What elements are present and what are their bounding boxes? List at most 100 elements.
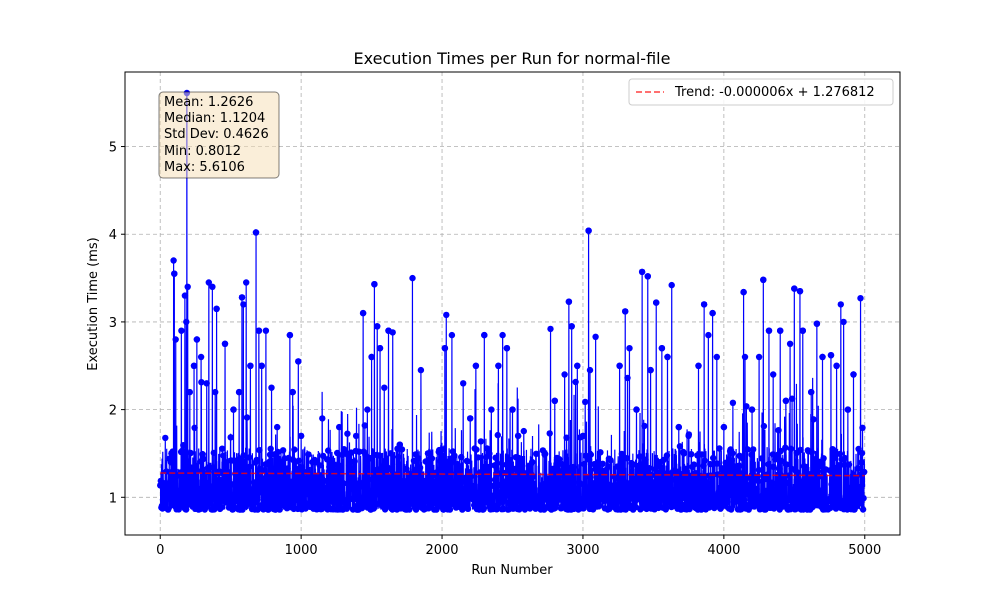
data-point <box>292 496 300 504</box>
data-point <box>430 499 437 507</box>
data-point <box>255 475 262 483</box>
data-point <box>775 465 783 473</box>
data-point <box>509 406 516 413</box>
data-point <box>431 481 438 489</box>
data-point <box>448 331 456 339</box>
data-point <box>831 454 838 462</box>
data-point <box>278 476 285 484</box>
data-point <box>658 345 666 352</box>
data-point <box>818 462 825 470</box>
data-point <box>533 450 540 457</box>
data-point <box>714 471 721 478</box>
data-point <box>385 491 393 498</box>
data-point <box>663 503 670 511</box>
data-point <box>568 323 575 330</box>
data-point <box>755 466 762 474</box>
data-point <box>274 448 282 456</box>
data-point <box>486 450 493 457</box>
data-point <box>487 492 495 499</box>
data-point <box>193 336 201 343</box>
data-point <box>790 494 797 502</box>
data-point <box>577 480 584 488</box>
data-point <box>434 488 441 495</box>
data-point <box>416 479 423 486</box>
data-point <box>623 455 631 462</box>
data-point <box>587 451 594 458</box>
data-point <box>164 495 171 502</box>
data-point <box>328 498 336 505</box>
data-point <box>675 423 682 431</box>
data-point <box>469 495 476 502</box>
data-point <box>406 506 413 513</box>
data-point <box>664 353 671 361</box>
data-point <box>803 497 810 504</box>
data-point <box>647 366 654 374</box>
data-point <box>561 371 568 378</box>
data-point <box>321 498 328 506</box>
data-point <box>542 480 549 487</box>
data-point <box>203 380 210 387</box>
data-point <box>438 455 445 462</box>
data-point <box>680 450 687 457</box>
data-point <box>748 451 755 458</box>
data-point <box>787 445 795 452</box>
data-point <box>458 453 465 461</box>
stats-max: Max: 5.6106 <box>164 160 245 175</box>
data-point <box>726 475 733 482</box>
data-point <box>490 482 497 489</box>
data-point <box>400 500 407 508</box>
data-point <box>446 506 454 513</box>
data-point <box>773 480 780 487</box>
data-point <box>695 362 702 369</box>
data-point <box>365 476 372 483</box>
data-point <box>181 476 188 483</box>
data-point <box>828 481 835 488</box>
data-point <box>409 485 416 493</box>
data-point <box>478 471 486 478</box>
data-point <box>267 445 274 452</box>
data-point <box>220 452 227 459</box>
data-point <box>850 371 857 378</box>
data-point <box>240 452 247 459</box>
data-point <box>632 481 639 489</box>
data-point <box>401 481 408 488</box>
data-point <box>282 491 289 498</box>
x-tick-label: 5000 <box>848 543 881 558</box>
data-point <box>783 461 790 468</box>
y-axis-label: Execution Time (ms) <box>86 237 101 370</box>
data-point <box>394 453 402 461</box>
data-point <box>642 456 649 463</box>
data-point <box>208 487 216 494</box>
data-point <box>753 485 760 493</box>
data-point <box>605 463 612 470</box>
data-point <box>859 424 866 431</box>
data-point <box>250 485 257 492</box>
stats-min: Min: 0.8012 <box>164 144 241 159</box>
data-point <box>291 446 298 453</box>
data-point <box>735 462 743 469</box>
data-point <box>516 458 523 465</box>
data-point <box>464 458 471 465</box>
data-point <box>258 362 265 369</box>
data-point <box>178 327 185 334</box>
data-point <box>513 492 520 499</box>
data-point <box>284 465 291 472</box>
data-point <box>184 283 191 290</box>
data-point <box>343 505 350 512</box>
data-point <box>305 451 312 458</box>
data-point <box>334 449 341 457</box>
data-point <box>627 490 635 498</box>
data-point <box>389 329 396 336</box>
data-point <box>485 463 492 471</box>
data-point <box>387 450 394 457</box>
data-point <box>309 473 317 480</box>
data-point <box>619 500 626 507</box>
data-point <box>539 491 546 499</box>
data-point <box>858 459 865 466</box>
data-point <box>765 327 773 334</box>
data-point <box>707 460 714 468</box>
data-point <box>409 498 416 505</box>
data-point <box>336 423 343 431</box>
legend: Trend: -0.000006x + 1.276812 <box>628 78 894 106</box>
